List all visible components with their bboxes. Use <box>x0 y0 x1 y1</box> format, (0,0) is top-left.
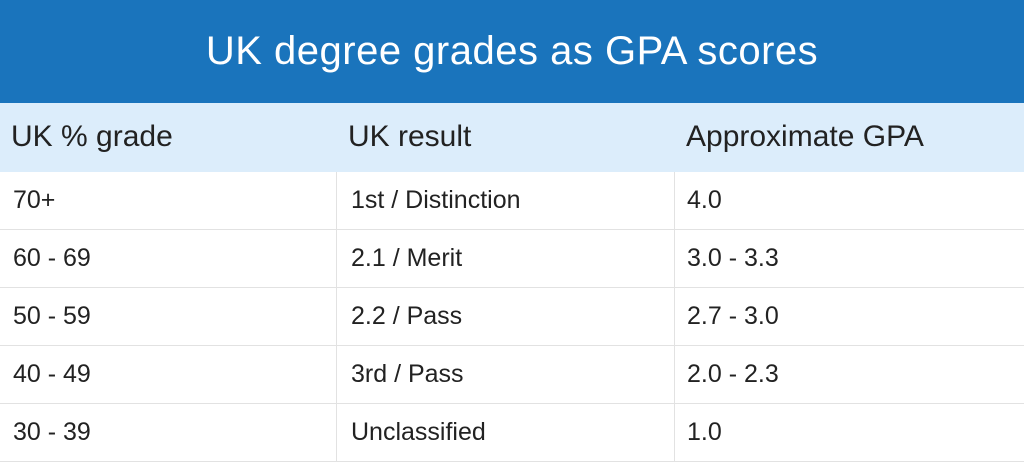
table-cell: 1st / Distinction <box>337 172 675 230</box>
table-cell: 2.0 - 2.3 <box>675 346 1024 404</box>
table-cell: 40 - 49 <box>0 346 337 404</box>
table: UK % grade UK result Approximate GPA 70+ 1st… <box>0 103 1024 462</box>
column-header: UK result <box>337 103 675 172</box>
table-cell: 3rd / Pass <box>337 346 675 404</box>
table-cell: 2.1 / Merit <box>337 230 675 288</box>
table-cell: 4.0 <box>675 172 1024 230</box>
table-cell: 70+ <box>0 172 337 230</box>
table-cell: 50 - 59 <box>0 288 337 346</box>
table-cell: 3.0 - 3.3 <box>675 230 1024 288</box>
title-bar: UK degree grades as GPA scores <box>0 0 1024 103</box>
table-cell: 60 - 69 <box>0 230 337 288</box>
table-cell: 30 - 39 <box>0 404 337 462</box>
table-cell: 2.2 / Pass <box>337 288 675 346</box>
table-cell: 2.7 - 3.0 <box>675 288 1024 346</box>
column-header: UK % grade <box>0 103 337 172</box>
column-header: Approximate GPA <box>675 103 1024 172</box>
table-cell: 1.0 <box>675 404 1024 462</box>
table-cell: Unclassified <box>337 404 675 462</box>
